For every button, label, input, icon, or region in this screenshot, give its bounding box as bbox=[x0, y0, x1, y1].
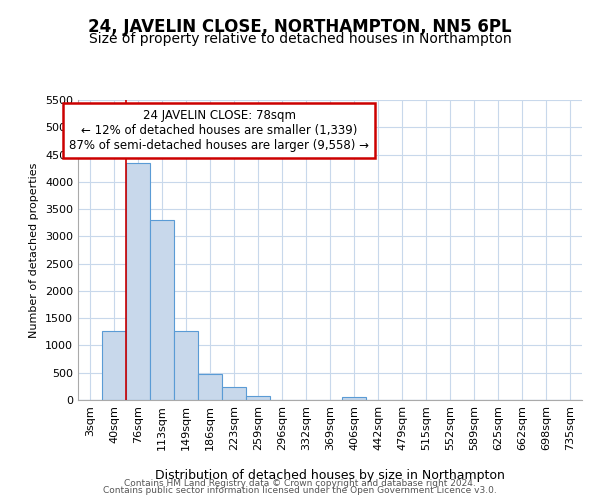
Text: Distribution of detached houses by size in Northampton: Distribution of detached houses by size … bbox=[155, 468, 505, 481]
Text: 24 JAVELIN CLOSE: 78sqm
← 12% of detached houses are smaller (1,339)
87% of semi: 24 JAVELIN CLOSE: 78sqm ← 12% of detache… bbox=[69, 109, 369, 152]
Bar bbox=[246, 396, 270, 400]
Bar bbox=[198, 374, 222, 400]
Bar bbox=[150, 220, 174, 400]
Bar bbox=[126, 162, 150, 400]
Text: 24, JAVELIN CLOSE, NORTHAMPTON, NN5 6PL: 24, JAVELIN CLOSE, NORTHAMPTON, NN5 6PL bbox=[88, 18, 512, 36]
Bar bbox=[174, 330, 198, 400]
Text: Contains HM Land Registry data © Crown copyright and database right 2024.: Contains HM Land Registry data © Crown c… bbox=[124, 478, 476, 488]
Y-axis label: Number of detached properties: Number of detached properties bbox=[29, 162, 40, 338]
Text: Contains public sector information licensed under the Open Government Licence v3: Contains public sector information licen… bbox=[103, 486, 497, 495]
Bar bbox=[102, 330, 126, 400]
Text: Size of property relative to detached houses in Northampton: Size of property relative to detached ho… bbox=[89, 32, 511, 46]
Bar bbox=[342, 396, 366, 400]
Bar bbox=[222, 388, 246, 400]
